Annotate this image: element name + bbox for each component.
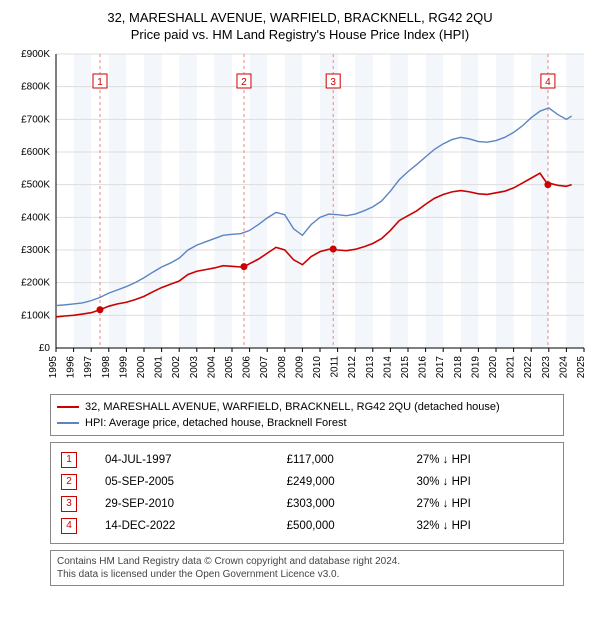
x-tick-label: 1996 bbox=[66, 356, 77, 379]
sale-date: 05-SEP-2005 bbox=[101, 471, 283, 493]
credit-line2: This data is licensed under the Open Gov… bbox=[57, 568, 557, 581]
sale-marker-number: 1 bbox=[97, 77, 103, 88]
y-tick-label: £300K bbox=[21, 245, 50, 256]
x-tick-label: 2016 bbox=[418, 356, 429, 379]
legend-swatch bbox=[57, 406, 79, 408]
sale-index-box: 3 bbox=[61, 496, 77, 512]
x-tick-label: 2007 bbox=[259, 356, 270, 379]
page-title-line1: 32, MARESHALL AVENUE, WARFIELD, BRACKNEL… bbox=[8, 10, 592, 25]
x-tick-label: 2020 bbox=[488, 356, 499, 379]
sale-marker-number: 4 bbox=[545, 77, 551, 88]
sale-index-box: 1 bbox=[61, 452, 77, 468]
x-tick-label: 2005 bbox=[224, 356, 235, 379]
y-tick-label: £800K bbox=[21, 82, 50, 93]
sales-table: 104-JUL-1997£117,00027% ↓ HPI205-SEP-200… bbox=[50, 442, 564, 544]
table-row: 1 04-JUL-1997£117,00027% ↓ HPI bbox=[57, 449, 557, 471]
sale-date: 14-DEC-2022 bbox=[101, 515, 283, 537]
x-tick-label: 2015 bbox=[400, 356, 411, 379]
table-row: 4 14-DEC-2022£500,00032% ↓ HPI bbox=[57, 515, 557, 537]
x-tick-label: 1999 bbox=[118, 356, 129, 379]
x-tick-label: 2018 bbox=[453, 356, 464, 379]
x-tick-label: 2009 bbox=[294, 356, 305, 379]
sale-marker-number: 2 bbox=[241, 77, 247, 88]
sale-marker-number: 3 bbox=[330, 77, 336, 88]
sale-index-box: 2 bbox=[61, 474, 77, 490]
sale-dot bbox=[240, 263, 247, 270]
sale-dot bbox=[330, 246, 337, 253]
table-row: 3 29-SEP-2010£303,00027% ↓ HPI bbox=[57, 493, 557, 515]
x-tick-label: 2012 bbox=[347, 356, 358, 379]
sale-hpi-diff: 30% ↓ HPI bbox=[412, 471, 557, 493]
sale-dot bbox=[544, 181, 551, 188]
legend-swatch bbox=[57, 422, 79, 424]
x-tick-label: 2025 bbox=[576, 356, 587, 379]
page-title-line2: Price paid vs. HM Land Registry's House … bbox=[8, 27, 592, 42]
credit-line1: Contains HM Land Registry data © Crown c… bbox=[57, 555, 557, 568]
legend-box: 32, MARESHALL AVENUE, WARFIELD, BRACKNEL… bbox=[50, 394, 564, 436]
y-tick-label: £700K bbox=[21, 114, 50, 125]
sale-hpi-diff: 27% ↓ HPI bbox=[412, 449, 557, 471]
sale-dot bbox=[97, 306, 104, 313]
x-tick-label: 1997 bbox=[83, 356, 94, 379]
x-tick-label: 2006 bbox=[242, 356, 253, 379]
legend-label: HPI: Average price, detached house, Brac… bbox=[85, 415, 347, 431]
y-tick-label: £100K bbox=[21, 310, 50, 321]
y-tick-label: £200K bbox=[21, 278, 50, 289]
x-tick-label: 2008 bbox=[277, 356, 288, 379]
y-tick-label: £600K bbox=[21, 147, 50, 158]
x-tick-label: 2019 bbox=[470, 356, 481, 379]
sale-date: 29-SEP-2010 bbox=[101, 493, 283, 515]
sale-date: 04-JUL-1997 bbox=[101, 449, 283, 471]
sale-price: £117,000 bbox=[283, 449, 413, 471]
x-tick-label: 2023 bbox=[541, 356, 552, 379]
x-tick-label: 2004 bbox=[206, 356, 217, 379]
sale-index-box: 4 bbox=[61, 518, 77, 534]
y-tick-label: £0 bbox=[39, 343, 51, 354]
credit-box: Contains HM Land Registry data © Crown c… bbox=[50, 550, 564, 586]
y-tick-label: £500K bbox=[21, 180, 50, 191]
sale-hpi-diff: 32% ↓ HPI bbox=[412, 515, 557, 537]
x-tick-label: 2010 bbox=[312, 356, 323, 379]
x-tick-label: 2000 bbox=[136, 356, 147, 379]
x-tick-label: 2011 bbox=[330, 356, 341, 378]
sale-price: £303,000 bbox=[283, 493, 413, 515]
x-tick-label: 2002 bbox=[171, 356, 182, 379]
x-tick-label: 2014 bbox=[382, 356, 393, 379]
chart-svg: £0 £100K £200K £300K £400K £500K £600K £700K £80… bbox=[8, 48, 592, 388]
x-tick-label: 1998 bbox=[101, 356, 112, 379]
series-hpi bbox=[56, 108, 572, 306]
sale-price: £500,000 bbox=[283, 515, 413, 537]
x-tick-label: 2013 bbox=[365, 356, 376, 379]
price-chart: £0 £100K £200K £300K £400K £500K £600K £700K £80… bbox=[8, 48, 592, 388]
series-property bbox=[56, 173, 572, 317]
x-tick-label: 2001 bbox=[154, 356, 165, 379]
y-tick-label: £400K bbox=[21, 212, 50, 223]
x-tick-label: 2003 bbox=[189, 356, 200, 379]
x-tick-label: 2017 bbox=[435, 356, 446, 379]
x-tick-label: 2022 bbox=[523, 356, 534, 379]
legend-label: 32, MARESHALL AVENUE, WARFIELD, BRACKNEL… bbox=[85, 399, 500, 415]
table-row: 2 05-SEP-2005£249,00030% ↓ HPI bbox=[57, 471, 557, 493]
sale-hpi-diff: 27% ↓ HPI bbox=[412, 493, 557, 515]
sale-price: £249,000 bbox=[283, 471, 413, 493]
x-tick-label: 1995 bbox=[48, 356, 59, 379]
x-tick-label: 2021 bbox=[506, 356, 517, 379]
x-tick-label: 2024 bbox=[558, 356, 569, 379]
legend-item: HPI: Average price, detached house, Brac… bbox=[57, 415, 557, 431]
legend-item: 32, MARESHALL AVENUE, WARFIELD, BRACKNEL… bbox=[57, 399, 557, 415]
y-tick-label: £900K bbox=[21, 49, 50, 60]
